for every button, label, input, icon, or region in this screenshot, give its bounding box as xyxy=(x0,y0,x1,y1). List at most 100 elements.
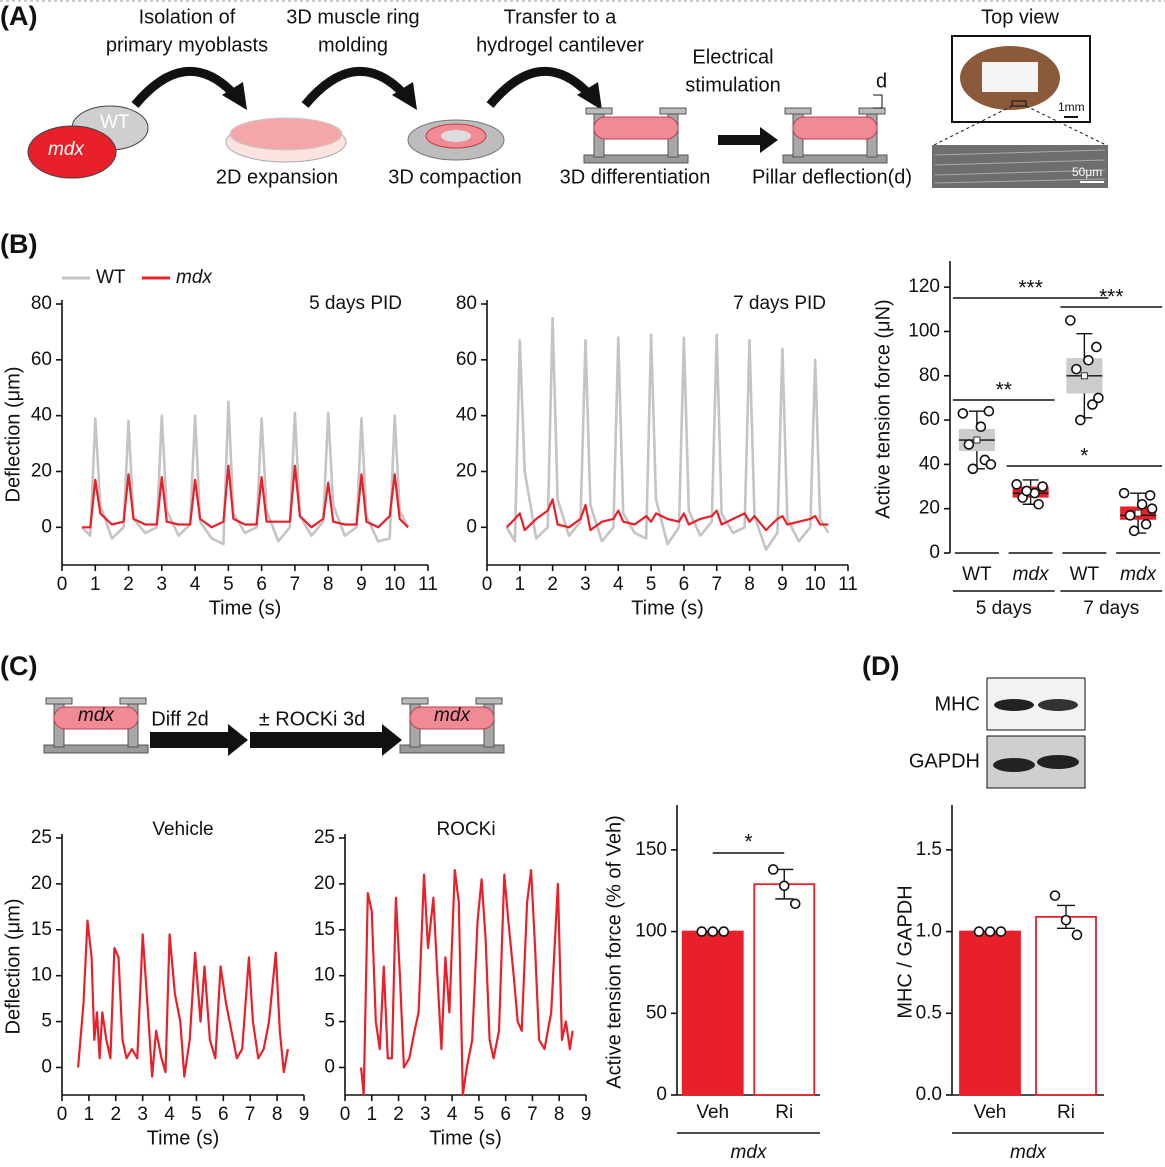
data-point xyxy=(696,926,708,937)
mouse-label: mdx xyxy=(48,139,85,160)
y-tick-label: 1.0 xyxy=(916,921,942,942)
data-point xyxy=(973,926,985,937)
data-point xyxy=(1083,354,1094,366)
curved-arrows xyxy=(131,66,591,108)
x-tick-label: 8 xyxy=(272,1104,283,1125)
step-text: Isolation of xyxy=(139,6,236,28)
x-tick-label: 10 xyxy=(384,574,405,595)
y-tick-label: 50 xyxy=(646,1002,667,1023)
data-point xyxy=(1033,498,1044,510)
y-tick-label: 80 xyxy=(31,293,52,314)
y-axis-label: Active tension force (% of Veh) xyxy=(603,815,625,1088)
chart-title: ROCKi xyxy=(436,819,495,840)
data-point xyxy=(963,439,975,450)
x-tick-label: 5 xyxy=(474,1104,485,1125)
chart-title: 7 days PID xyxy=(733,293,826,314)
series-line xyxy=(81,400,410,546)
x-tick-label: mdx xyxy=(1120,564,1157,585)
x-tick-label: 1 xyxy=(515,574,526,595)
y-tick-label: 1.5 xyxy=(916,839,942,860)
x-tick-label: 3 xyxy=(157,574,168,595)
data-point xyxy=(1087,399,1098,410)
x-axis-label: Time (s) xyxy=(429,1127,502,1149)
x-tick-label: WT xyxy=(962,564,992,585)
data-point xyxy=(1075,414,1086,426)
data-point xyxy=(1140,518,1152,530)
data-point xyxy=(1037,481,1048,492)
step-text: molding xyxy=(318,34,388,56)
y-axis-label: Active tension force (μN) xyxy=(872,299,894,518)
y-tick-label: 25 xyxy=(31,827,52,848)
arrow xyxy=(718,127,778,153)
mean xyxy=(1134,509,1142,517)
y-tick-label: 20 xyxy=(314,873,335,894)
x-tick-label: 0 xyxy=(57,1104,68,1125)
stage-label: Pillar deflection(d) xyxy=(752,166,912,188)
data-point xyxy=(975,421,987,433)
arrow xyxy=(250,724,402,756)
x-tick-label: mdx xyxy=(1013,564,1050,585)
data-point xyxy=(984,926,996,937)
x-tick-label: 9 xyxy=(356,574,367,595)
x-tick-label: 3 xyxy=(580,574,591,595)
data-point xyxy=(1118,487,1130,499)
data-point xyxy=(1071,929,1083,941)
y-tick-label: 20 xyxy=(31,873,52,894)
y-tick-label: 100 xyxy=(908,320,940,341)
data-point xyxy=(1021,485,1032,497)
mouse-mdx xyxy=(27,125,117,179)
y-tick-label: 15 xyxy=(31,919,52,940)
y-tick-label: 0 xyxy=(324,1056,335,1077)
step-label: Diff 2d xyxy=(151,708,208,730)
y-tick-label: 10 xyxy=(31,965,52,986)
stage-label: 3D differentiation xyxy=(560,166,711,188)
data-point xyxy=(1136,498,1148,510)
x-tick-label: 8 xyxy=(554,1104,565,1125)
arrow-heads xyxy=(222,82,602,110)
data-point xyxy=(718,926,730,937)
data-point xyxy=(1060,914,1072,926)
data-point xyxy=(1071,363,1082,375)
blot-band xyxy=(994,699,1034,711)
blot-label: GAPDH xyxy=(909,750,980,772)
bar xyxy=(1035,915,1097,1096)
blot-band xyxy=(1038,699,1078,711)
data-point xyxy=(767,864,779,875)
data-point xyxy=(1128,525,1140,537)
x-tick-label: 4 xyxy=(447,1104,458,1125)
data-point xyxy=(1146,503,1158,514)
x-tick-label: WT xyxy=(1070,564,1100,585)
top-view-title: Top view xyxy=(981,6,1059,28)
data-point xyxy=(1049,890,1061,901)
x-tick-label: Veh xyxy=(974,1102,1007,1123)
y-axis-label: Deflection (μm) xyxy=(2,367,24,503)
x-tick-label: 8 xyxy=(744,574,755,595)
y-tick-label: 100 xyxy=(635,921,667,942)
legend-label: mdx xyxy=(176,267,213,288)
x-tick-label: 7 xyxy=(245,1104,256,1125)
data-point xyxy=(995,926,1007,937)
data-point xyxy=(985,459,997,470)
y-tick-label: 60 xyxy=(31,349,52,370)
deflection-symbol: d xyxy=(876,70,887,92)
x-tick-label: 10 xyxy=(805,574,826,595)
x-tick-label: 6 xyxy=(679,574,690,595)
x-tick-label: 4 xyxy=(164,1104,175,1125)
mean xyxy=(1080,372,1088,380)
y-tick-label: 0 xyxy=(41,516,52,537)
chart-title: 5 days PID xyxy=(309,293,402,314)
series-line xyxy=(77,919,289,1078)
mean xyxy=(973,436,981,444)
y-tick-label: 60 xyxy=(919,409,940,430)
data-point xyxy=(957,408,969,419)
data-point xyxy=(1011,479,1022,490)
data-point xyxy=(789,898,801,910)
sem-texture xyxy=(934,149,1106,184)
zoom-box xyxy=(1011,100,1027,107)
x-axis-label: Time (s) xyxy=(209,597,282,619)
x-tick-label: Ri xyxy=(775,1102,793,1123)
panel-label: (A) xyxy=(0,1,37,31)
y-tick-label: 0 xyxy=(929,542,940,563)
y-tick-label: 120 xyxy=(908,276,940,297)
